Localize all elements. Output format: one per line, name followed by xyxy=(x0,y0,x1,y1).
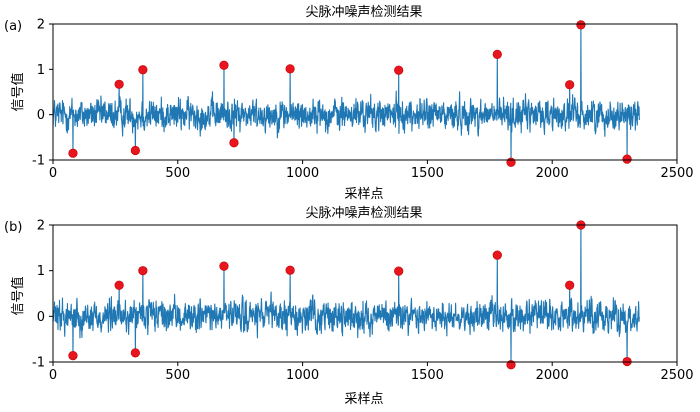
y-tick-label: 2 xyxy=(37,18,45,33)
axes-frame xyxy=(52,23,678,161)
spike-marker xyxy=(622,154,632,164)
panel-b: (b) 尖脉冲噪声检测结果 信号值 采样点 0 500 1000 1500 2000 25… xyxy=(4,206,694,407)
spike-marker xyxy=(68,148,78,158)
chart-title: 尖脉冲噪声检测结果 xyxy=(305,5,422,20)
x-axis-label: 采样点 xyxy=(344,187,383,202)
spike-marker xyxy=(130,145,140,156)
x-tick-label: 1000 xyxy=(286,166,319,181)
y-axis-label: 信号值 xyxy=(10,72,26,111)
x-tick-label: 500 xyxy=(165,368,190,383)
axes-frame xyxy=(52,224,678,363)
spike-marker xyxy=(68,351,78,361)
y-tick-label: 0 xyxy=(37,310,45,325)
spike-marker xyxy=(229,138,239,148)
spike-marker xyxy=(565,280,575,290)
spike-marker xyxy=(138,65,148,75)
spike-marker xyxy=(394,65,404,75)
x-tick-label: 500 xyxy=(165,166,190,181)
y-tick-label: 1 xyxy=(37,63,45,78)
spike-marker xyxy=(576,20,586,30)
spike-marker xyxy=(394,266,404,276)
plot-area: 0 500 1000 1500 2000 2500 -1 0 1 2 xyxy=(32,219,694,384)
x-tick-label: 0 xyxy=(49,166,57,181)
panel-label: (b) xyxy=(4,220,22,235)
spike-marker xyxy=(114,79,124,89)
y-axis-label: 信号值 xyxy=(10,276,26,315)
y-tick-label: -1 xyxy=(32,356,45,371)
x-tick-label: 2500 xyxy=(660,368,693,383)
panel-label: (a) xyxy=(4,19,22,34)
y-tick-label: 2 xyxy=(37,219,45,234)
x-tick-label: 1500 xyxy=(411,166,444,181)
y-tick-label: -1 xyxy=(32,154,45,169)
spike-marker xyxy=(506,157,516,167)
x-tick-label: 1000 xyxy=(286,368,319,383)
x-tick-label: 2000 xyxy=(536,368,569,383)
x-tick-label: 0 xyxy=(49,368,57,383)
spike-marker xyxy=(285,265,295,275)
x-axis-label: 采样点 xyxy=(344,392,383,407)
spike-marker xyxy=(565,80,575,90)
spike-marker xyxy=(130,348,140,358)
spike-marker xyxy=(114,280,124,290)
spike-marker xyxy=(138,266,148,276)
spike-marker xyxy=(219,261,229,271)
spike-marker xyxy=(219,60,229,70)
x-tick-label: 2500 xyxy=(660,166,693,181)
spike-marker xyxy=(492,250,502,260)
signal-line xyxy=(52,224,640,366)
chart-title: 尖脉冲噪声检测结果 xyxy=(305,206,422,221)
spike-marker xyxy=(285,64,295,74)
spike-marker xyxy=(506,360,516,370)
y-tick-label: 1 xyxy=(37,264,45,279)
y-tick-label: 0 xyxy=(37,108,45,123)
x-tick-label: 2000 xyxy=(536,166,569,181)
signal-line xyxy=(52,24,640,163)
spike-marker xyxy=(492,49,502,59)
x-tick-label: 1500 xyxy=(411,368,444,383)
plot-area: 0 500 1000 1500 2000 2500 -1 0 1 2 xyxy=(32,18,694,182)
panel-a: (a) 尖脉冲噪声检测结果 信号值 采样点 0 500 1000 1500 2000 25… xyxy=(4,5,694,202)
